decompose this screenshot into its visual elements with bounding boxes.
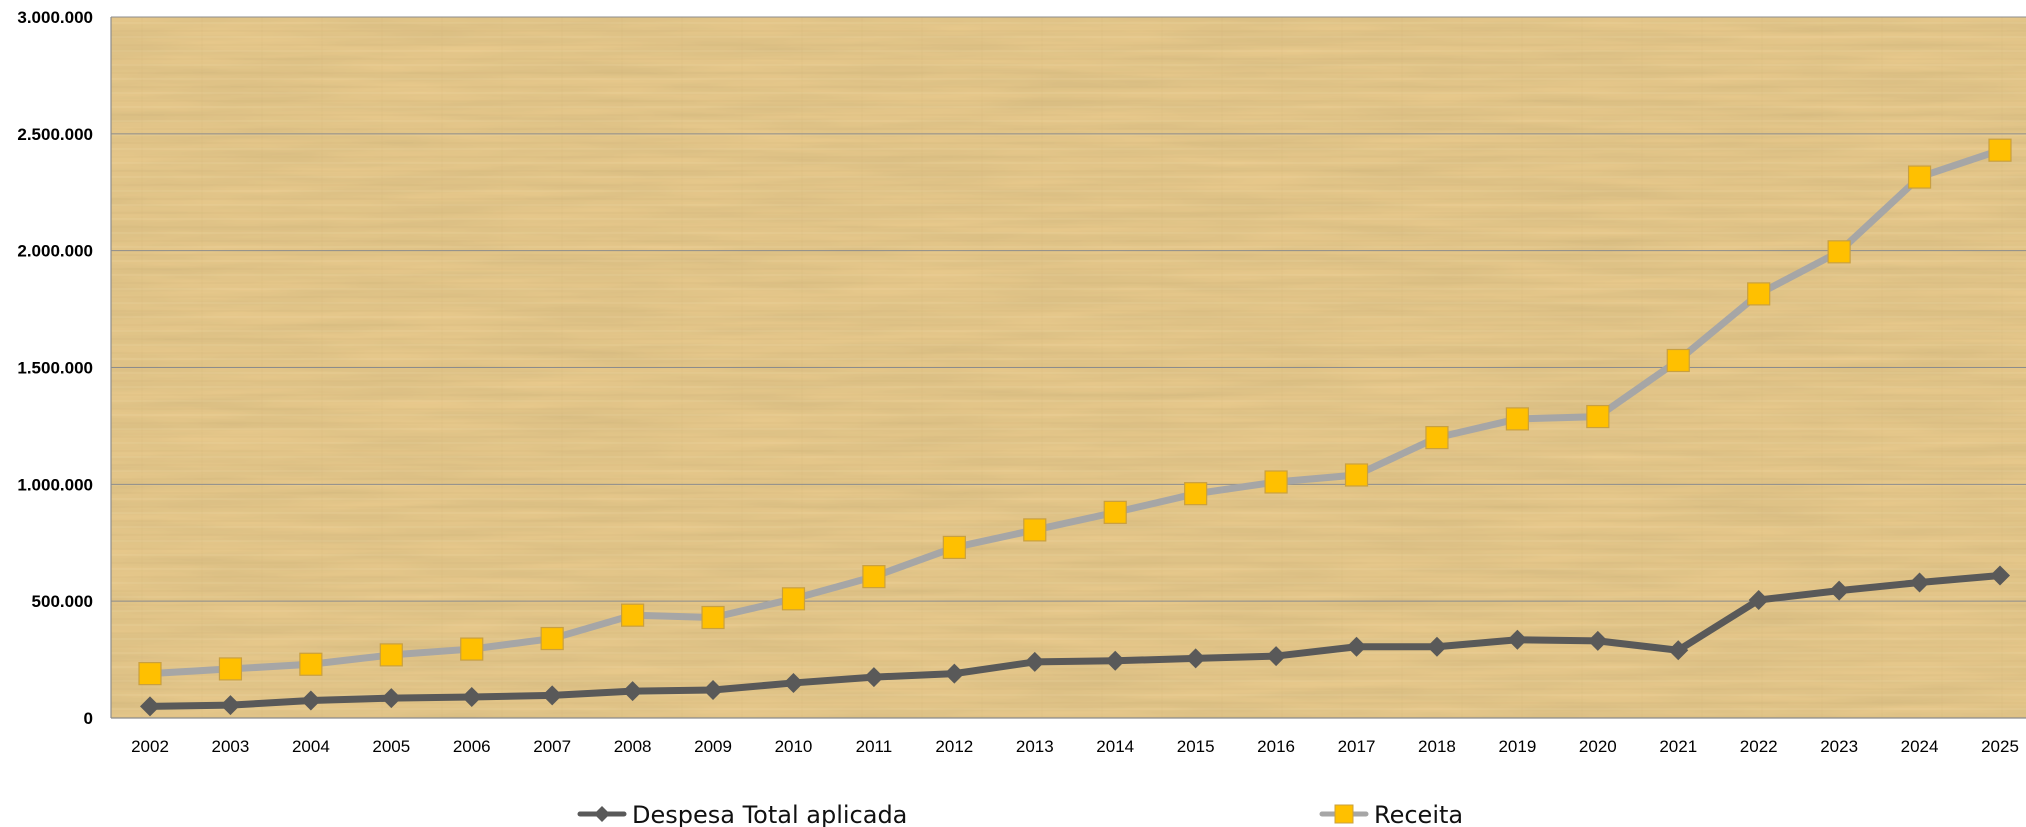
x-tick-label: 2016 <box>1257 737 1295 756</box>
y-tick-label: 3.000.000 <box>17 8 93 27</box>
y-tick-label: 0 <box>84 709 93 728</box>
x-axis-tick-labels: 2002 2003 2004 2005 2006 2007 2008 2009 2010 2011… <box>131 737 2019 756</box>
data-point <box>300 690 321 711</box>
data-point <box>1507 629 1528 650</box>
data-point <box>1023 518 1047 542</box>
data-point <box>1909 572 1930 593</box>
data-point <box>701 605 725 630</box>
data-point <box>944 663 965 684</box>
data-point <box>781 587 806 611</box>
series-receita <box>138 138 2012 686</box>
legend-marker-despesa <box>594 806 610 822</box>
data-point <box>218 657 243 681</box>
series-group <box>138 138 2012 717</box>
legend-marker-receita <box>1334 804 1354 824</box>
series-despesa-total-aplicada <box>140 565 2010 717</box>
x-tick-label: 2012 <box>935 737 973 756</box>
data-point <box>1586 404 1610 429</box>
data-point <box>1990 565 2010 586</box>
data-point <box>1505 407 1529 431</box>
data-point <box>1266 646 1287 667</box>
data-point <box>1666 348 1690 373</box>
data-point <box>1264 470 1288 494</box>
y-axis-tick-labels: 0 500.000 1.000.000 1.500.000 2.000.000 2.500… <box>17 8 93 728</box>
x-tick-label: 2021 <box>1659 737 1697 756</box>
series-line <box>146 146 2004 678</box>
data-point <box>1346 636 1367 657</box>
data-point <box>542 685 563 706</box>
data-point <box>863 667 884 688</box>
x-tick-label: 2009 <box>694 737 732 756</box>
series-line <box>146 571 2004 710</box>
data-point <box>1827 240 1851 264</box>
data-point <box>1668 640 1689 661</box>
data-point <box>1024 651 1045 672</box>
x-tick-label: 2019 <box>1498 737 1536 756</box>
data-point <box>1344 463 1369 487</box>
data-point <box>461 686 482 707</box>
data-point <box>1587 630 1608 651</box>
data-point <box>1184 482 1208 506</box>
data-point <box>460 637 484 661</box>
x-tick-label: 2022 <box>1740 737 1778 756</box>
x-tick-label: 2007 <box>533 737 571 756</box>
x-tick-label: 2025 <box>1981 737 2019 756</box>
y-tick-label: 1.000.000 <box>17 475 93 494</box>
data-point <box>299 652 323 676</box>
x-tick-label: 2018 <box>1418 737 1456 756</box>
legend-label-receita: Receita <box>1374 801 1463 827</box>
y-tick-label: 2.500.000 <box>17 125 93 144</box>
x-tick-label: 2023 <box>1820 737 1858 756</box>
legend-label-despesa: Despesa Total aplicada <box>632 801 907 827</box>
data-point <box>862 565 886 589</box>
data-point <box>942 535 966 560</box>
x-tick-label: 2004 <box>292 737 330 756</box>
x-tick-label: 2011 <box>856 737 893 756</box>
data-point <box>379 643 403 667</box>
legend-item-despesa: Despesa Total aplicada <box>577 801 907 827</box>
data-point <box>1747 282 1771 306</box>
x-tick-label: 2017 <box>1338 737 1376 756</box>
data-point <box>1829 580 1850 601</box>
gridlines <box>111 16 2026 602</box>
data-point <box>220 695 241 716</box>
x-tick-label: 2006 <box>453 737 491 756</box>
data-point <box>622 681 643 702</box>
data-point <box>1988 138 2012 162</box>
x-tick-label: 2020 <box>1579 737 1617 756</box>
x-tick-label: 2013 <box>1016 737 1054 756</box>
x-tick-label: 2015 <box>1177 737 1215 756</box>
legend-item-receita: Receita <box>1319 801 1463 827</box>
data-point <box>1425 426 1449 450</box>
x-tick-label: 2024 <box>1901 737 1939 756</box>
data-point <box>703 679 724 700</box>
legend: Despesa Total aplicada Receita <box>577 801 1463 827</box>
y-tick-label: 2.000.000 <box>17 242 93 261</box>
x-tick-label: 2005 <box>372 737 410 756</box>
data-point <box>1907 165 1932 189</box>
x-tick-label: 2010 <box>775 737 813 756</box>
data-point <box>1105 650 1126 671</box>
data-point <box>138 662 162 686</box>
data-point <box>621 603 645 627</box>
data-point <box>1103 500 1127 524</box>
data-point <box>1426 636 1447 657</box>
data-point <box>1185 648 1206 669</box>
data-point <box>783 672 804 693</box>
y-tick-label: 1.500.000 <box>17 359 93 378</box>
x-tick-label: 2008 <box>614 737 652 756</box>
data-point <box>540 626 564 651</box>
data-point <box>1748 589 1769 610</box>
axes <box>110 17 2026 719</box>
x-tick-label: 2002 <box>131 737 169 756</box>
x-tick-label: 2003 <box>212 737 250 756</box>
y-tick-label: 500.000 <box>32 592 93 611</box>
x-tick-label: 2014 <box>1096 737 1134 756</box>
data-point <box>140 696 160 717</box>
data-point <box>381 688 402 709</box>
